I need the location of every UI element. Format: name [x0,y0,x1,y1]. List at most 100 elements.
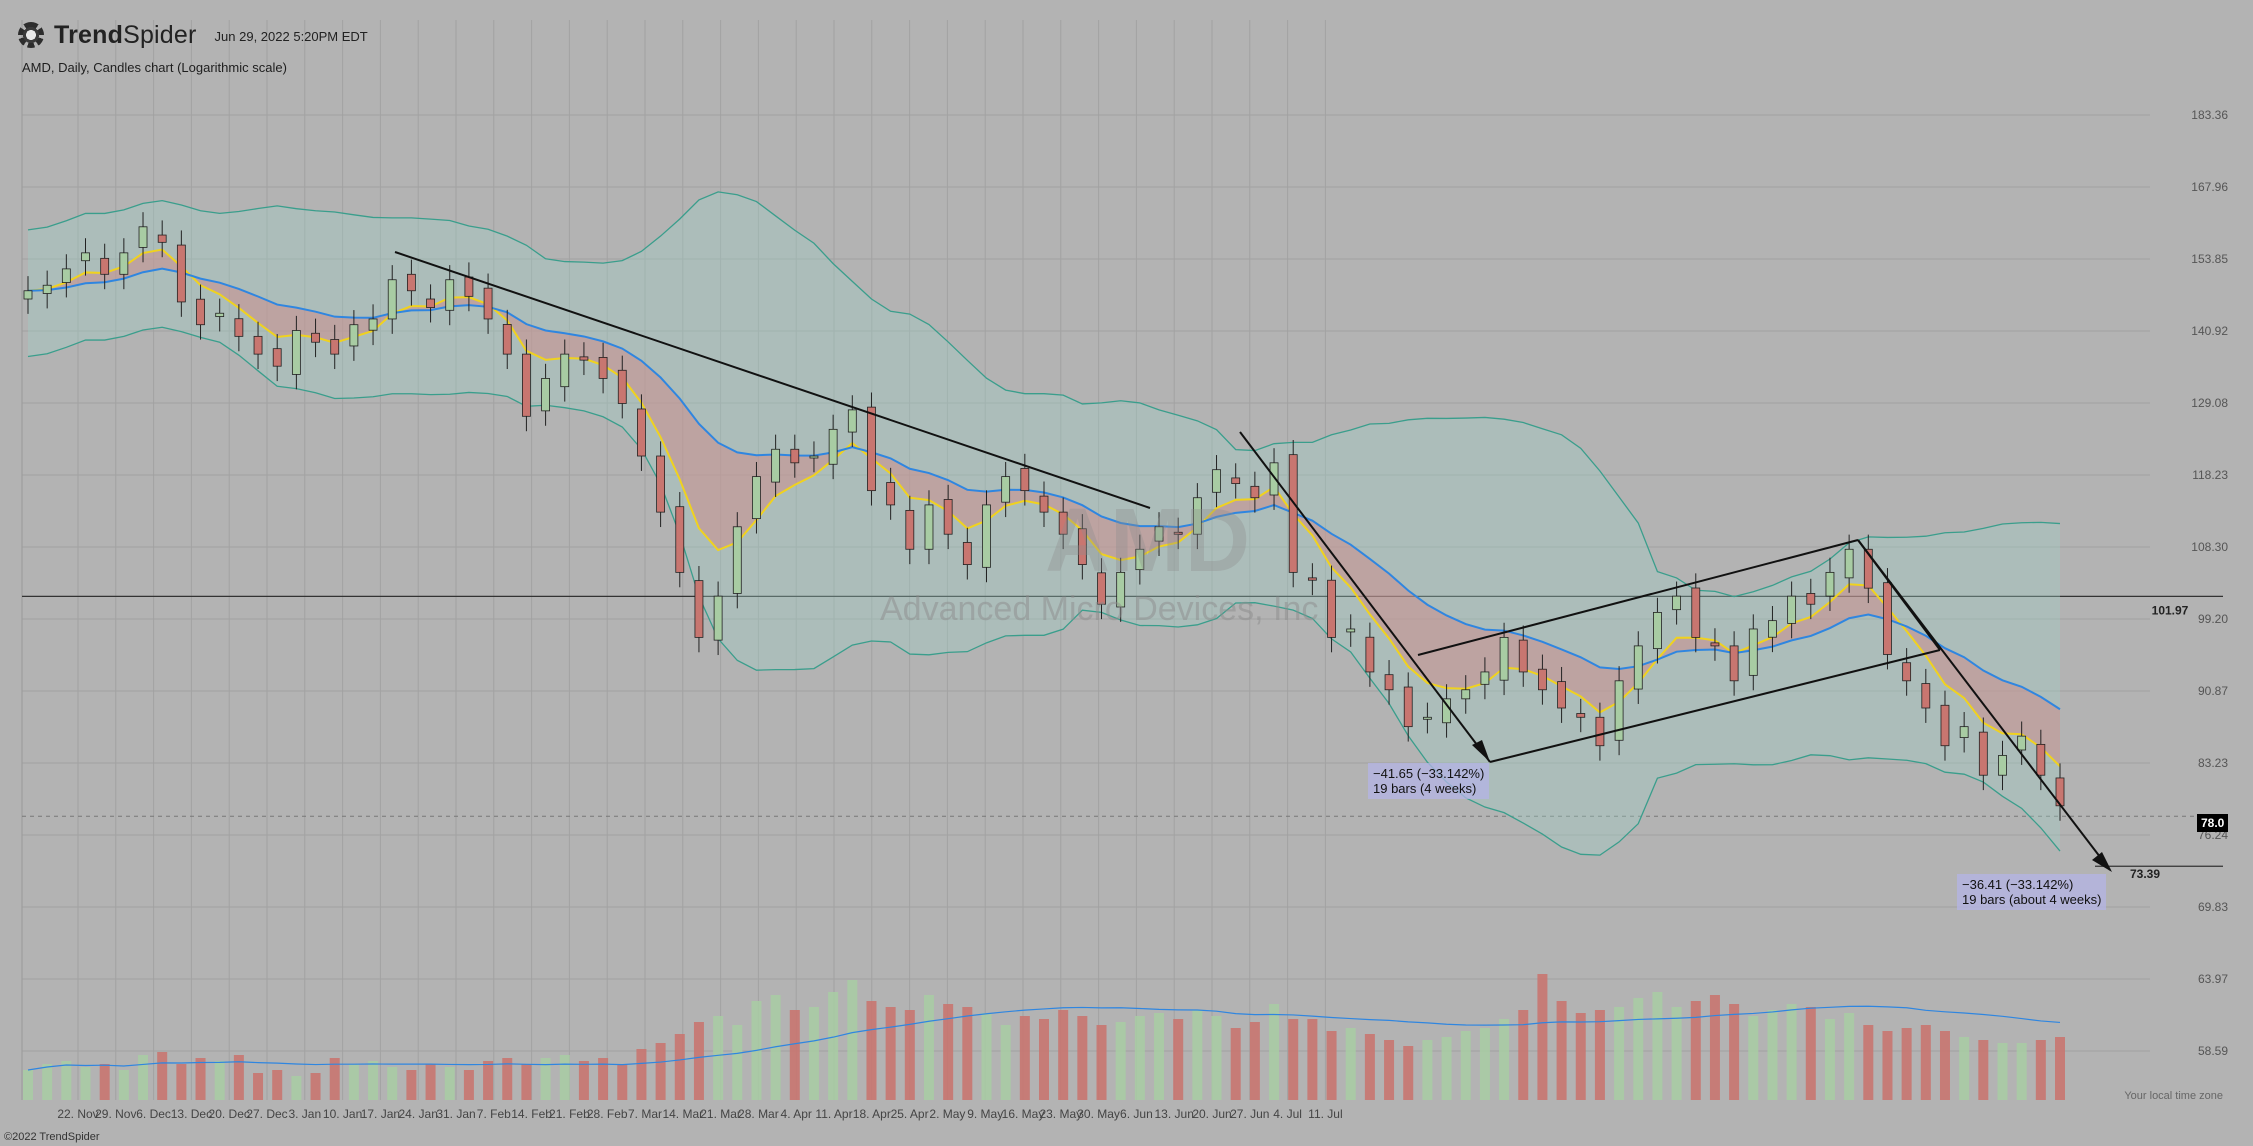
volume-bar [1556,1001,1567,1100]
volume-bar [1844,1013,1855,1100]
volume-bar [1901,1028,1912,1100]
axis-labels: 183.36 167.96 153.85 140.92 129.08 118.23 108.… [57,108,2228,1121]
candle-body [426,298,435,308]
volume-bar [214,1061,225,1100]
candle-body [1288,454,1298,573]
measure-annotation-1[interactable]: −41.65 (−33.142%) 19 bars (4 weeks) [1368,763,1490,799]
candle-body [2036,743,2046,776]
x-tick-label: 14. Mar [662,1107,703,1121]
y-tick-label: 118.23 [2192,468,2228,482]
volume-bar [348,1064,359,1100]
y-tick-label: 108.30 [2191,540,2228,554]
volume-bar [1652,992,1663,1100]
volume-bar [1326,1031,1337,1100]
candle-body [1307,577,1317,581]
volume-bar [1863,1025,1874,1100]
candle-body [1269,462,1279,496]
volume-bar [1307,1019,1318,1100]
candle-body [1978,731,1988,776]
volume-bar [1786,1004,1797,1100]
volume-bar [253,1073,264,1100]
volume-bar [1633,998,1644,1100]
x-tick-label: 4. Apr [781,1107,812,1121]
y-tick-label: 140.92 [2191,324,2228,338]
volume-bar [1039,1019,1049,1100]
timezone-label: Your local time zone [2124,1090,2223,1102]
brand-name: TrendSpider [54,20,197,49]
x-tick-label: 28. Mar [738,1107,779,1121]
candle-body [368,318,378,331]
candle-body [1998,755,2007,776]
volume-bar [1000,1025,1011,1100]
candle-body [847,409,857,433]
volume-bar [1997,1043,2008,1100]
measure-line-1 [1239,431,1491,763]
measure-1-change: −41.65 (−33.142%) [1373,766,1485,781]
volume-bar [1077,1016,1088,1100]
candle-body [1020,468,1030,492]
volume-bar [847,980,858,1100]
volume-bar [923,995,934,1100]
x-tick-label: 7. Mar [628,1107,662,1121]
volume-bar [310,1073,321,1100]
y-tick-label: 90.87 [2198,684,2228,698]
candle-body [330,339,340,355]
candle-body [61,268,71,283]
volume-bar [732,1025,743,1100]
candle-body [522,353,531,417]
x-tick-label: 3. Jan [288,1107,321,1121]
volume-bar [1269,1004,1280,1100]
candle-body [694,580,704,638]
volume-bar [118,1070,129,1100]
y-tick-label: 167.96 [2191,180,2228,194]
volume-bar [808,1007,819,1100]
channel-lower [1489,649,1941,763]
watermark-ticker: AMD [1045,491,1250,591]
volume-bar [1058,1010,1069,1100]
volume-bar [1767,1010,1778,1100]
candle-body [924,504,934,550]
volume-bar [617,1064,628,1100]
candle-body [176,244,186,303]
y-tick-label: 69.83 [2198,900,2228,914]
candle-body [1863,548,1873,589]
y-tick-label: 183.36 [2191,108,2228,122]
x-tick-label: 11. Jul [1308,1107,1342,1121]
volume-bar [1882,1031,1893,1100]
candle-body [1518,639,1528,673]
volume-bar [559,1055,570,1100]
candle-body [1097,572,1106,605]
x-tick-label: 30. May [1077,1107,1120,1121]
volume-bar [406,1070,417,1100]
candle-body [42,284,52,294]
x-tick-label: 6. Dec [136,1107,171,1121]
candle-body [541,378,550,412]
level-label: 73.39 [2130,867,2160,881]
candle-body [1365,636,1375,673]
candle-body [157,234,167,243]
candle-body [1825,571,1835,597]
volume-bar [1019,1016,1030,1100]
candle-body [828,428,838,465]
volume-bar [1939,1031,1950,1100]
x-tick-label: 18. Apr [853,1107,891,1121]
volume-bar [540,1058,551,1100]
measure-annotation-2[interactable]: −36.41 (−33.142%) 19 bars (about 4 weeks… [1957,874,2107,910]
volume-bar [99,1064,110,1100]
candle-body [1921,683,1931,709]
volume-bar [80,1067,91,1100]
candle-body [867,406,876,492]
candle-body [1902,662,1912,682]
x-tick-label: 20. Dec [209,1107,250,1121]
candle-body [1173,531,1183,535]
candle-body [1154,526,1164,542]
volume-bar [444,1067,455,1100]
volume-bar [233,1055,244,1100]
volume-bar [138,1055,149,1100]
x-tick-label: 2. May [929,1107,965,1121]
volume-bar [1920,1025,1931,1100]
candle-body [886,482,896,506]
x-tick-label: 21. Mar [700,1107,741,1121]
x-tick-label: 17. Jan [361,1107,400,1121]
candle-body [119,252,129,275]
